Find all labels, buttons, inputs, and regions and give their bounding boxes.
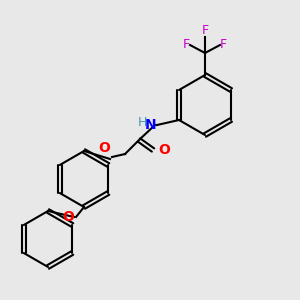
Text: N: N [144,118,156,132]
Text: F: F [220,38,227,52]
Text: O: O [62,210,74,224]
Text: O: O [98,141,110,155]
Text: F: F [183,38,190,52]
Text: F: F [201,24,208,37]
Text: H: H [138,116,147,130]
Text: O: O [158,143,170,157]
